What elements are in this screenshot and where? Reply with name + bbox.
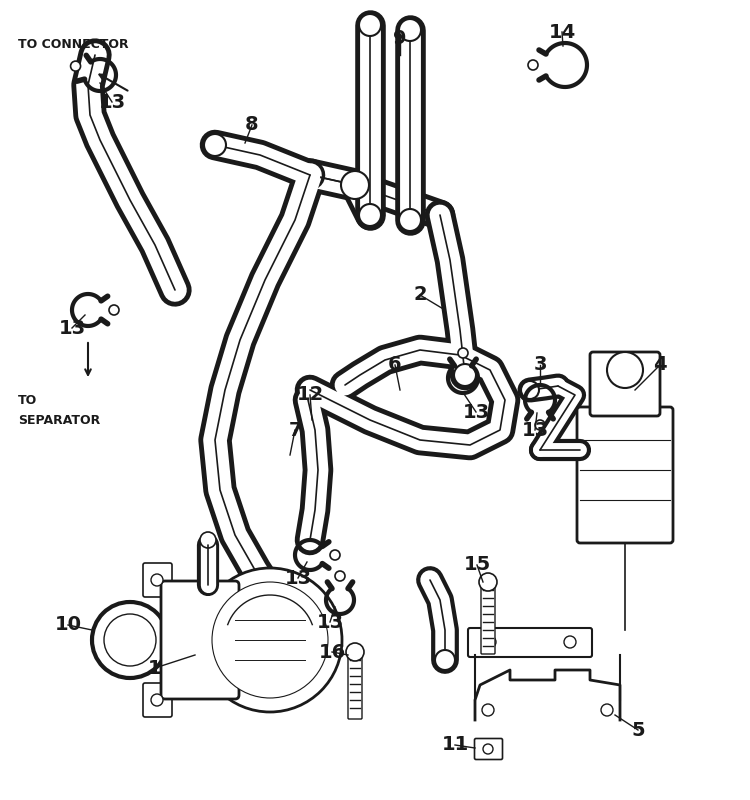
Text: 1: 1 — [148, 658, 162, 678]
Text: SEPARATOR: SEPARATOR — [18, 414, 101, 426]
Circle shape — [104, 614, 156, 666]
Circle shape — [601, 704, 613, 716]
Circle shape — [346, 643, 364, 661]
Text: 15: 15 — [464, 555, 490, 574]
Circle shape — [200, 532, 216, 548]
Circle shape — [330, 550, 340, 560]
Circle shape — [70, 61, 80, 71]
Text: 8: 8 — [245, 115, 259, 134]
FancyBboxPatch shape — [143, 683, 172, 717]
FancyBboxPatch shape — [143, 563, 172, 597]
Circle shape — [92, 602, 168, 678]
Text: 11: 11 — [441, 735, 469, 754]
Text: 7: 7 — [288, 421, 302, 439]
Text: 13: 13 — [463, 402, 490, 422]
Text: 10: 10 — [55, 615, 82, 634]
Circle shape — [454, 364, 476, 386]
Text: 12: 12 — [296, 386, 324, 405]
Circle shape — [399, 19, 421, 41]
Text: TO: TO — [18, 394, 38, 406]
Circle shape — [151, 574, 163, 586]
Circle shape — [198, 568, 342, 712]
Circle shape — [341, 171, 369, 199]
Circle shape — [458, 348, 468, 358]
Text: 13: 13 — [521, 421, 548, 439]
Text: 2: 2 — [413, 286, 427, 305]
Circle shape — [535, 420, 545, 430]
Circle shape — [212, 582, 328, 698]
Circle shape — [359, 204, 381, 226]
Circle shape — [482, 704, 494, 716]
Circle shape — [435, 650, 455, 670]
Circle shape — [607, 352, 643, 388]
Circle shape — [483, 744, 493, 754]
FancyBboxPatch shape — [577, 407, 673, 543]
Text: 16: 16 — [318, 642, 346, 662]
Text: 5: 5 — [632, 721, 645, 739]
Text: 13: 13 — [98, 93, 125, 111]
Text: 14: 14 — [548, 22, 576, 42]
FancyBboxPatch shape — [348, 657, 362, 719]
Circle shape — [399, 209, 421, 231]
Text: 13: 13 — [284, 569, 311, 587]
Circle shape — [359, 14, 381, 36]
Circle shape — [484, 636, 496, 648]
Circle shape — [151, 694, 163, 706]
FancyBboxPatch shape — [468, 628, 592, 657]
Circle shape — [335, 571, 345, 581]
Text: 13: 13 — [316, 613, 344, 631]
Text: TO CONNECTOR: TO CONNECTOR — [18, 38, 129, 51]
Text: 3: 3 — [533, 355, 547, 374]
Text: 9: 9 — [393, 29, 406, 47]
Text: 13: 13 — [58, 318, 86, 338]
Text: 4: 4 — [653, 355, 667, 374]
FancyBboxPatch shape — [161, 581, 239, 699]
Circle shape — [109, 305, 119, 315]
FancyBboxPatch shape — [475, 738, 502, 759]
Circle shape — [564, 636, 576, 648]
Circle shape — [204, 134, 226, 156]
Circle shape — [521, 381, 539, 399]
Circle shape — [479, 573, 497, 591]
Circle shape — [528, 60, 538, 70]
FancyBboxPatch shape — [481, 587, 495, 654]
Text: 6: 6 — [388, 355, 402, 374]
FancyBboxPatch shape — [590, 352, 660, 416]
